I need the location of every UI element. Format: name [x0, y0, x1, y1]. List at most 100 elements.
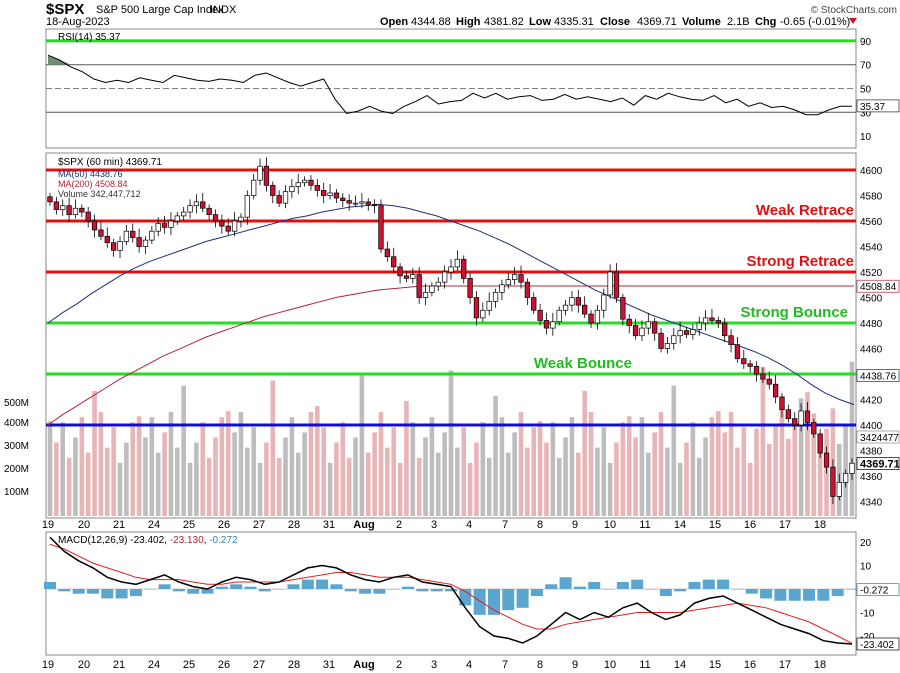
- candle-body: [556, 309, 562, 323]
- close-value: 4369.71: [637, 16, 677, 28]
- close-label: Close: [600, 16, 630, 28]
- volume-bar: [703, 437, 708, 516]
- volume-bar: [665, 447, 670, 516]
- candle-body: [543, 320, 550, 329]
- volume-bar: [677, 462, 683, 516]
- candle-body: [276, 195, 282, 204]
- candle-body: [238, 216, 244, 222]
- candle-body: [416, 274, 422, 298]
- volume-bar: [295, 452, 301, 516]
- down-arrow-icon: [849, 18, 857, 24]
- candle-body: [575, 297, 581, 306]
- volume-bar: [117, 462, 123, 516]
- candle-body: [518, 274, 524, 283]
- price-x-tick: Aug: [353, 519, 374, 531]
- macd-hist-bar: [258, 589, 271, 592]
- volume-bar: [550, 422, 556, 516]
- candle-body: [295, 182, 301, 187]
- header: $SPX S&P 500 Large Cap Index INDX 18-Aug…: [46, 1, 897, 28]
- volume-tick-label: 200M: [4, 464, 29, 475]
- volume-bar: [754, 428, 759, 516]
- price-layer: 100M 200M 300M 400M 500M Weak Retrace Strong R…: [4, 157, 900, 531]
- volume-bar: [225, 411, 231, 516]
- candle-body: [47, 196, 53, 203]
- volume-bar: [493, 395, 498, 516]
- macd-last-value: -23.402: [860, 640, 894, 651]
- volume-bar: [639, 417, 645, 516]
- candle-body: [53, 201, 60, 210]
- candle-body: [244, 195, 250, 218]
- candle-body: [270, 184, 276, 196]
- rsi-tick-label: 10: [860, 132, 872, 143]
- candle-body: [715, 320, 721, 324]
- volume-bar: [410, 422, 416, 516]
- volume-bar: [849, 361, 855, 516]
- candle-body: [251, 179, 257, 196]
- candle-body: [187, 205, 193, 213]
- candle-body: [772, 383, 779, 398]
- volume-bar: [149, 417, 155, 516]
- candle-body: [435, 281, 441, 287]
- macd-title: MACD(12,26,9) -23.402, -23.130, -0.272: [58, 535, 238, 546]
- candle-body: [212, 214, 219, 222]
- price-x-tick: 27: [253, 519, 265, 531]
- volume-bar: [512, 432, 517, 516]
- rsi-tick-label: 30: [860, 108, 872, 119]
- macd-hist-bar: [645, 589, 658, 590]
- candle-body: [467, 278, 473, 298]
- candle-body: [734, 344, 741, 360]
- volume-bar: [620, 422, 626, 516]
- volume-bar: [136, 416, 142, 516]
- volume-bar: [213, 437, 218, 516]
- volume-bar: [576, 452, 581, 516]
- candle-body: [811, 422, 817, 435]
- rsi-tick-label: 50: [860, 85, 872, 96]
- macd-tick-label: -10: [860, 609, 875, 620]
- low-label: Low: [529, 16, 551, 28]
- volume-bar: [792, 418, 798, 516]
- candle-body: [524, 281, 531, 298]
- candle-body: [111, 242, 117, 251]
- macd-hist-bar: [745, 589, 758, 594]
- macd-hist-bar: [545, 584, 558, 589]
- volume-bar: [563, 437, 568, 516]
- candle-body: [709, 317, 715, 321]
- volume-last-value: 3424477: [860, 433, 899, 444]
- macd-hist-bar: [101, 589, 114, 599]
- volume-bar: [435, 452, 441, 516]
- macd-line: [49, 536, 853, 645]
- macd-hist-bar: [674, 589, 687, 592]
- price-tick-label: 4340: [860, 498, 883, 509]
- candle-body: [410, 274, 416, 279]
- volume-bar: [556, 457, 562, 516]
- candle-body: [645, 321, 651, 329]
- volume-bar: [391, 427, 397, 516]
- macd-x-tick: 28: [288, 659, 300, 671]
- volume-bar: [104, 447, 110, 516]
- ma50-line: [47, 203, 855, 406]
- macd-tick-label: 10: [860, 562, 872, 573]
- volume-bar: [73, 437, 78, 516]
- open-label: Open: [380, 16, 408, 28]
- index-name: S&P 500 Large Cap Index: [96, 4, 224, 16]
- low-value: 4335.31: [554, 16, 594, 28]
- macd-hist-bar: [803, 589, 816, 601]
- macd-hist-bar: [760, 589, 773, 599]
- macd-hist-bar: [702, 579, 715, 589]
- macd-hist-bar: [115, 589, 128, 599]
- macd-hist-bar: [301, 579, 314, 589]
- price-x-tick: 3: [431, 519, 437, 531]
- candle-body: [263, 165, 270, 186]
- volume-bar: [811, 413, 817, 516]
- rsi-tick-label: 70: [860, 61, 872, 72]
- candle-body: [588, 313, 594, 324]
- price-x-tick: 18: [814, 519, 826, 531]
- volume-bar: [232, 432, 237, 516]
- volume-bar: [747, 462, 753, 516]
- candle-body: [696, 322, 702, 330]
- volume-bar: [168, 412, 174, 516]
- ma50-last-value: 4438.76: [860, 372, 897, 383]
- volume-bar: [646, 452, 651, 516]
- candle-body: [461, 258, 467, 279]
